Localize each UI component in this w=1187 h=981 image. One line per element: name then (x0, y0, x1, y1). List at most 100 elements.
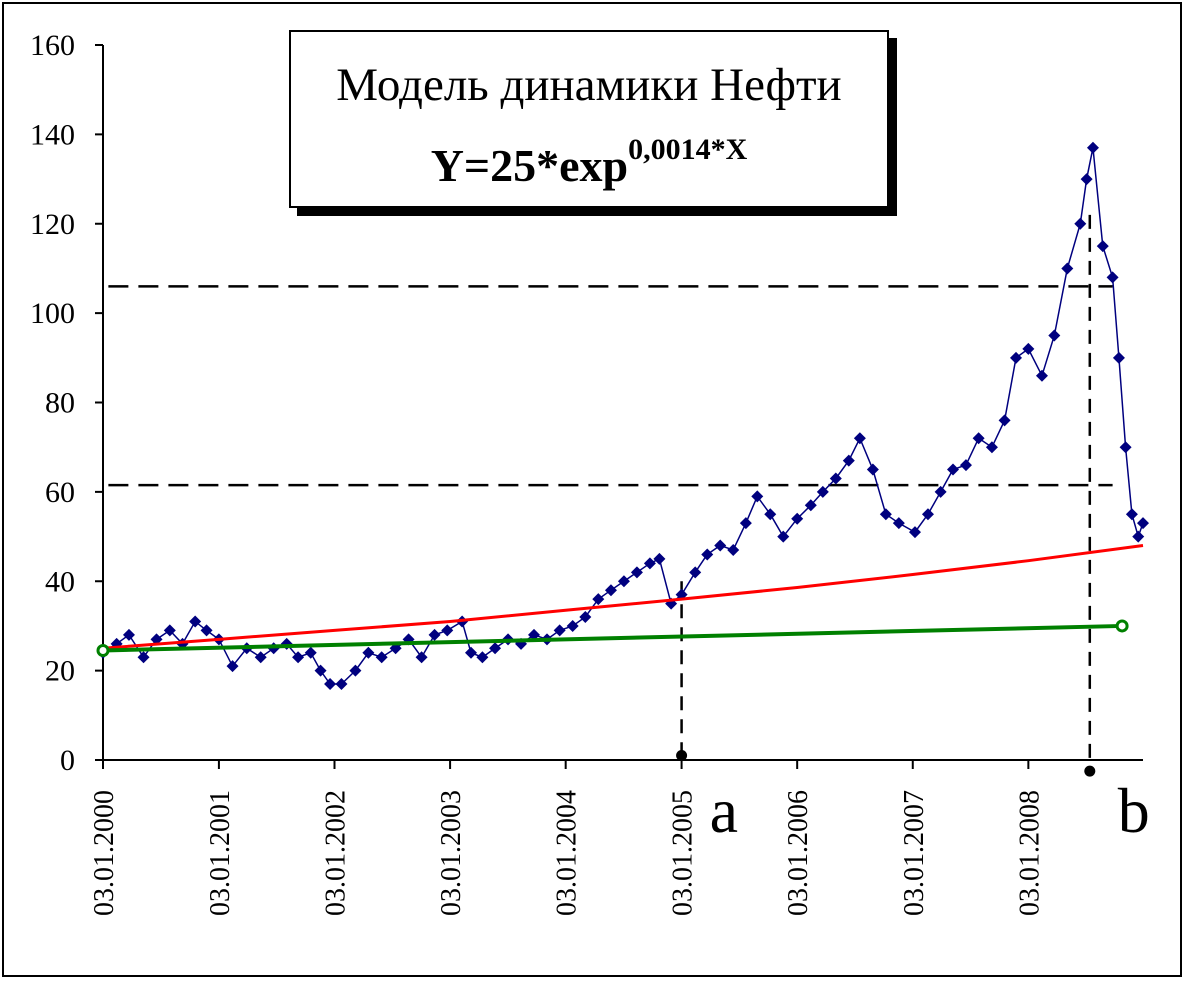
oil-price-point (1086, 141, 1099, 154)
oil-price-point (643, 557, 656, 570)
point-label-b: b (1118, 775, 1150, 846)
oil-price-point (816, 485, 829, 498)
oil-price-point (653, 552, 666, 565)
oil-price-point (1119, 441, 1132, 454)
y-tick-label: 80 (45, 387, 75, 420)
oil-price-point (362, 646, 375, 659)
oil-price-point (1022, 342, 1035, 355)
oil-price-point (335, 678, 348, 691)
oil-price-point (804, 499, 817, 512)
y-tick-label: 20 (45, 655, 75, 688)
x-tick-label: 03.01.2008 (1014, 790, 1045, 916)
oil-price-point (464, 646, 477, 659)
oil-price-point (489, 642, 502, 655)
y-tick-label: 160 (30, 29, 75, 62)
point-label-a: a (710, 775, 738, 846)
baseline-endpoint (1115, 619, 1129, 633)
oil-price-point (630, 566, 643, 579)
x-tick-label: 03.01.2007 (899, 790, 930, 916)
oil-price-point (1137, 517, 1149, 530)
series-layer (96, 141, 1149, 691)
oil-price-point (604, 584, 617, 597)
oil-price-point (727, 543, 740, 556)
oil-price-point (1125, 508, 1138, 521)
y-axis-ticks: 0 20 40 60 80 100 120 140 160 (30, 29, 103, 777)
oil-price-point (528, 628, 541, 641)
oil-price-point (226, 660, 239, 673)
oil-price-point (853, 432, 866, 445)
oil-price-point (866, 463, 879, 476)
oil-price-point (441, 624, 454, 637)
oil-price-point (1035, 369, 1048, 382)
x-tick-label: 03.01.2003 (436, 790, 467, 916)
chart-title-box: Модель динамики Нефти Y=25*exp0,0014*X (289, 30, 889, 208)
oil-price-point (908, 526, 921, 539)
oil-price-point (972, 432, 985, 445)
oil-price-point (879, 508, 892, 521)
oil-price-point (579, 611, 592, 623)
oil-price-point (254, 651, 267, 664)
oil-price-point (1096, 240, 1109, 253)
y-tick-label: 60 (45, 476, 75, 509)
oil-price-point (921, 508, 934, 521)
oil-price-point (1106, 271, 1119, 284)
oil-price-point (428, 628, 441, 641)
oil-price-point (1048, 329, 1061, 342)
oil-price-point (553, 624, 566, 637)
oil-price-point (617, 575, 630, 588)
oil-price-point (375, 651, 388, 664)
oil-price-point (842, 454, 855, 467)
oil-price-point (739, 517, 752, 530)
oil-price-point (304, 646, 317, 659)
oil-price-point (1080, 173, 1093, 186)
oil-price-point (701, 548, 714, 561)
oil-price-point (1010, 351, 1023, 364)
oil-price-point (314, 664, 327, 677)
reference-lines (108, 214, 1113, 777)
formula-base: Y=25*exp (430, 140, 629, 191)
y-tick-label: 140 (30, 118, 75, 151)
formula-exponent: 0,0014*X (628, 133, 748, 166)
y-tick-label: 0 (60, 744, 75, 777)
linear-baseline-line (102, 623, 1123, 653)
x-tick-label: 03.01.2002 (320, 790, 351, 916)
oil-price-point (714, 539, 727, 552)
oil-price-point (934, 485, 947, 498)
vertical-line-endpoint (1084, 765, 1096, 777)
y-tick-label: 120 (30, 208, 75, 241)
oil-price-point (791, 512, 804, 525)
exponential-model-line (102, 544, 1144, 650)
y-tick-label: 40 (45, 565, 75, 598)
oil-price-point (476, 651, 489, 664)
oil-price-point (200, 624, 213, 637)
oil-price-point (592, 593, 605, 606)
oil-price-point (959, 459, 972, 472)
oil-price-point (829, 472, 842, 485)
chart-title: Модель динамики Нефти (336, 59, 842, 111)
x-axis-ticks: 03.01.2000 03.01.2001 03.01.2002 03.01.2003… (89, 760, 1045, 916)
oil-price-point (985, 441, 998, 454)
oil-price-point (189, 615, 202, 628)
oil-price-point (163, 624, 176, 637)
oil-price-point (777, 530, 790, 543)
y-tick-label: 100 (30, 297, 75, 330)
oil-price-point (150, 633, 163, 646)
oil-price-point (751, 490, 764, 503)
oil-price-point (324, 678, 337, 691)
oil-price-point (1074, 217, 1087, 230)
oil-price-point (892, 517, 905, 530)
x-tick-label: 03.01.2005 (668, 790, 699, 916)
x-tick-label: 03.01.2004 (552, 790, 583, 916)
oil-price-point (998, 414, 1011, 427)
oil-price-point (137, 651, 150, 664)
oil-price-point (566, 619, 579, 632)
oil-price-point (292, 651, 305, 664)
oil-price-point (349, 664, 362, 677)
oil-price-point (415, 651, 428, 664)
oil-price-point (1132, 530, 1145, 543)
oil-price-point (764, 508, 777, 521)
oil-price-point (946, 463, 959, 476)
baseline-endpoint (96, 644, 110, 658)
oil-price-point (1112, 351, 1125, 364)
